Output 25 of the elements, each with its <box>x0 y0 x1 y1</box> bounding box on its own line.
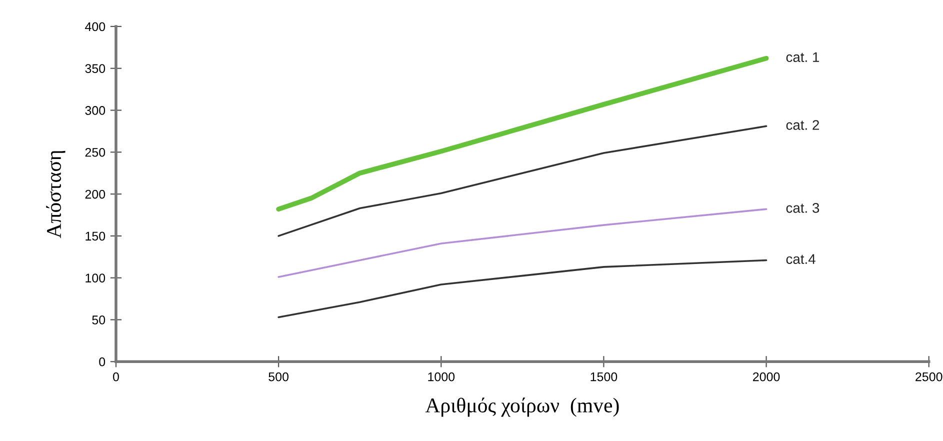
y-axis-title: Απόσταση <box>46 150 66 238</box>
y-tick-label: 300 <box>85 106 106 115</box>
x-tick-label: 2500 <box>916 372 942 382</box>
x-tick-label: 2000 <box>753 372 780 382</box>
line-series <box>278 125 768 237</box>
y-tick-label: 150 <box>86 232 106 241</box>
x-tick-label: 500 <box>268 372 288 382</box>
line-series <box>278 208 768 278</box>
y-tick-label: 0 <box>99 357 106 366</box>
y-tick-label: 400 <box>85 22 106 32</box>
x-tick-label: 0 <box>113 372 119 382</box>
y-tick-label: 200 <box>85 190 106 199</box>
x-axis-title: Αριθμός χοίρων (mve) <box>425 398 619 417</box>
x-tick-label: 1500 <box>590 372 618 382</box>
y-tick-label: 100 <box>86 274 106 282</box>
y-tick-label: 350 <box>85 64 106 74</box>
line-series <box>278 259 768 318</box>
series-label: cat. 1 <box>786 52 820 62</box>
y-tick-label: 50 <box>92 316 106 324</box>
series-label: cat.4 <box>786 254 816 264</box>
series-label: cat. 2 <box>786 120 819 130</box>
line-series <box>276 56 769 212</box>
y-tick-label: 250 <box>85 148 106 157</box>
series-label: cat. 3 <box>786 203 820 213</box>
x-tick-label: 1000 <box>428 372 455 382</box>
